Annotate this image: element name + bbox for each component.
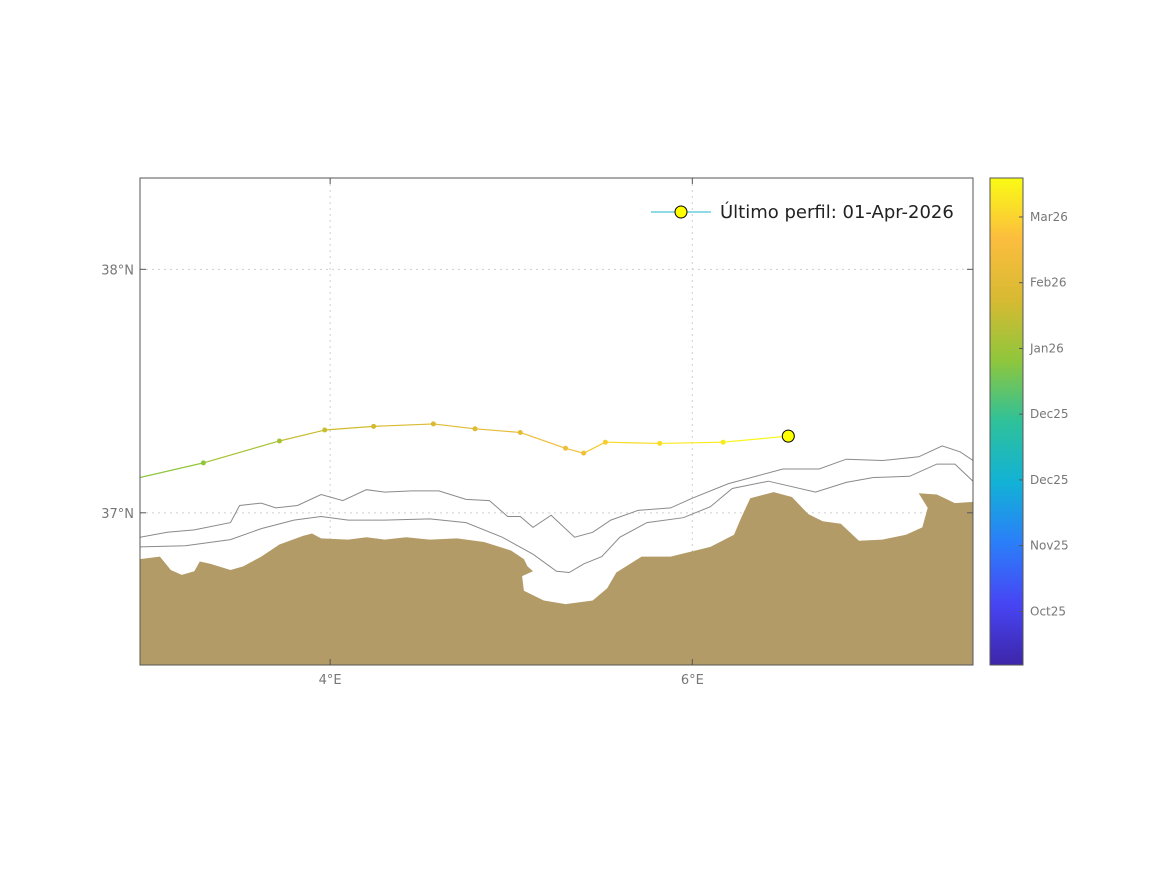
trajectory-segment (520, 431, 566, 449)
isobath-line-outer (140, 445, 973, 538)
y-tick-label: 37°N (101, 507, 134, 522)
trajectory-segment (203, 440, 280, 464)
legend: Último perfil: 01-Apr-2026 (651, 201, 954, 223)
x-tick-label: 4°E (319, 673, 342, 688)
legend-label: Último perfil: 01-Apr-2026 (720, 201, 954, 223)
legend-marker (674, 205, 688, 219)
profile-point (371, 423, 377, 429)
trajectory-segment (583, 441, 606, 454)
colorbar-label: Jan26 (1029, 341, 1064, 355)
colorbar: Mar26 Feb26 Jan26 Dec25 Dec25 Nov25 Oct25 (989, 177, 1069, 666)
trajectory-segment (373, 423, 434, 427)
grid-layer (140, 178, 973, 665)
isobath-line-inner (140, 463, 973, 574)
colorbar-label: Nov25 (1030, 539, 1069, 553)
trajectory-segment (433, 423, 476, 430)
trajectory-segment (324, 425, 374, 431)
profile-point (430, 421, 436, 427)
profile-point (602, 439, 608, 445)
axis-ticks (140, 178, 973, 665)
trajectory-layer (140, 421, 795, 479)
trajectory-segment (279, 429, 325, 442)
colorbar-label: Feb26 (1030, 276, 1067, 290)
colorbar-label: Dec25 (1030, 473, 1069, 487)
colorbar-label: Dec25 (1030, 407, 1069, 421)
land-layer (140, 492, 973, 665)
trajectory-segment (605, 441, 660, 445)
profile-point (200, 460, 206, 466)
profile-point (581, 450, 587, 456)
trajectory-segment (659, 441, 724, 445)
profile-point (720, 439, 726, 445)
profile-point (563, 445, 569, 451)
plot-frame (139, 177, 974, 666)
profile-point (472, 426, 478, 432)
trajectory-segment (723, 435, 789, 443)
trajectory-segment (565, 447, 584, 454)
last-profile-marker (781, 429, 795, 443)
x-tick-label: 6°E (681, 673, 704, 688)
land-mass (140, 492, 973, 665)
profile-point (517, 429, 523, 435)
trajectory-segment (474, 428, 521, 434)
trajectory-segment (140, 462, 204, 479)
colorbar-gradient (989, 177, 1024, 666)
y-tick-label: 38°N (101, 263, 134, 278)
colorbar-label: Oct25 (1030, 604, 1066, 618)
profile-point (657, 440, 663, 446)
isobath-layer (140, 445, 973, 574)
profile-point (322, 427, 328, 433)
colorbar-label: Mar26 (1030, 210, 1068, 224)
profile-point (276, 438, 282, 444)
